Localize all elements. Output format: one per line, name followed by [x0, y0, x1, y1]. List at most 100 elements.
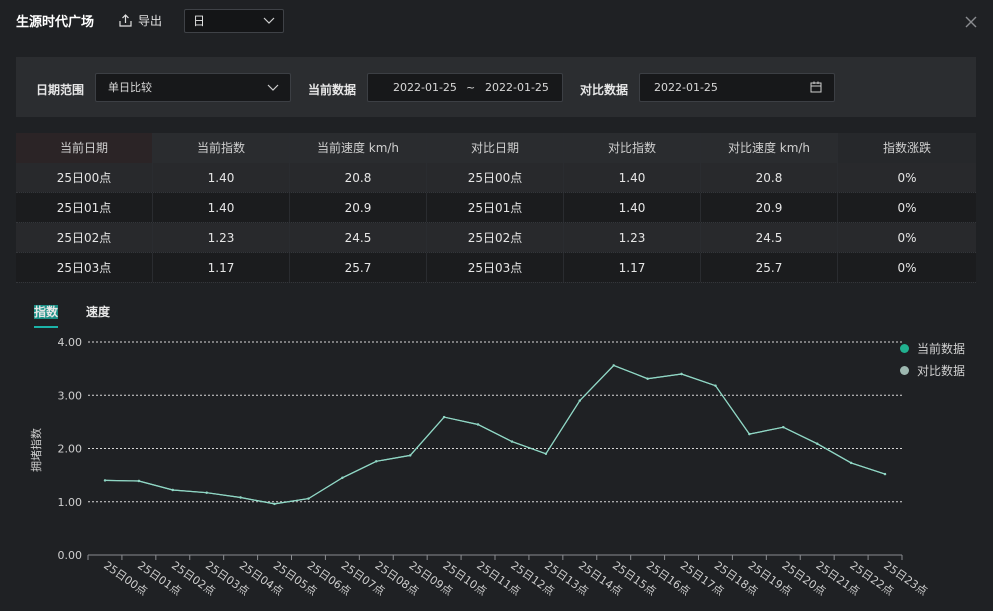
table-cell: 1.40: [564, 163, 701, 192]
tab-speed[interactable]: 速度: [86, 303, 110, 328]
table-cell: 24.5: [290, 223, 427, 252]
table-cell: 20.8: [701, 163, 838, 192]
y-tick-label: 2.00: [58, 443, 83, 456]
current-data-label: 当前数据: [308, 83, 357, 97]
column-header: 对比速度 km/h: [701, 133, 838, 163]
data-point: [239, 496, 242, 499]
data-point: [442, 415, 446, 419]
legend-item-current[interactable]: 当前数据: [899, 337, 965, 359]
tab-index[interactable]: 指数: [34, 303, 59, 328]
data-point: [171, 488, 174, 492]
compare-data-label: 对比数据: [580, 83, 629, 97]
series-line-current: [104, 364, 886, 505]
calendar-icon: [810, 81, 822, 93]
chart-tabs: 指数 速度: [34, 303, 138, 328]
data-point: [816, 442, 819, 445]
table-cell: 0%: [838, 223, 976, 252]
data-point: [409, 454, 412, 457]
data-point: [612, 364, 615, 367]
table-cell: 20.8: [290, 163, 427, 192]
table-row: 25日03点 1.17 25.7 25日03点 1.17 25.7 0%: [16, 253, 976, 283]
column-header: 当前速度 km/h: [290, 133, 427, 163]
table-cell: 1.23: [153, 223, 290, 252]
table-cell: 25.7: [290, 253, 427, 282]
congestion-line-chart: 0.001.002.003.004.0025日00点25日01点25日02点25…: [29, 336, 930, 598]
y-tick-label: 4.00: [58, 336, 83, 349]
data-point: [341, 476, 344, 479]
close-icon[interactable]: [965, 16, 977, 28]
data-point: [849, 461, 853, 465]
chevron-down-icon: [267, 84, 279, 91]
column-header: 对比指数: [564, 133, 701, 163]
granularity-select[interactable]: 日: [184, 9, 284, 33]
data-point: [375, 460, 378, 463]
table-cell: 25.7: [701, 253, 838, 282]
table-row: 25日01点 1.40 20.9 25日01点 1.40 20.9 0%: [16, 193, 976, 223]
legend-item-compare[interactable]: 对比数据: [899, 359, 965, 381]
export-icon: [119, 14, 132, 27]
data-point: [510, 440, 514, 443]
date-range-label: 日期范围: [36, 83, 85, 97]
current-date-range-picker[interactable]: 2022-01-25 ~ 2022-01-25: [367, 73, 563, 102]
table-cell: 0%: [838, 253, 976, 282]
compare-date-picker[interactable]: 2022-01-25: [639, 73, 835, 102]
table-cell: 1.40: [564, 193, 701, 222]
tab-speed-label: 速度: [86, 305, 111, 319]
table-cell: 25日01点: [16, 193, 153, 222]
table-cell: 20.9: [701, 193, 838, 222]
column-header: 对比日期: [427, 133, 564, 163]
table-cell: 25日03点: [427, 253, 564, 282]
column-header: 指数涨跌: [838, 133, 976, 163]
data-point: [714, 384, 717, 387]
table-cell: 25日03点: [16, 253, 153, 282]
export-label: 导出: [138, 14, 163, 28]
table-row: 25日02点 1.23 24.5 25日02点 1.23 24.5 0%: [16, 223, 976, 253]
data-point: [103, 479, 107, 482]
table-cell: 25日01点: [427, 193, 564, 222]
data-point: [476, 423, 480, 426]
tab-index-label: 指数: [34, 305, 59, 319]
data-point: [883, 472, 887, 476]
data-point: [680, 372, 683, 376]
compare-mode-value: 单日比较: [108, 81, 152, 94]
table-header-row: 当前日期 当前指数 当前速度 km/h 对比日期 对比指数 对比速度 km/h …: [16, 133, 976, 163]
y-tick-label: 0.00: [58, 549, 83, 562]
data-point: [578, 399, 581, 402]
data-point: [273, 502, 276, 506]
table-cell: 25日02点: [16, 223, 153, 252]
table-cell: 1.23: [564, 223, 701, 252]
granularity-value: 日: [193, 14, 206, 28]
table-cell: 1.40: [153, 163, 290, 192]
data-point: [646, 377, 649, 380]
data-point: [205, 491, 208, 494]
data-point: [307, 497, 310, 500]
y-axis-label: 拥堵指数: [29, 428, 43, 472]
table-row: 25日00点 1.40 20.8 25日00点 1.40 20.8 0%: [16, 163, 976, 193]
compare-date-value: 2022-01-25: [654, 81, 718, 94]
table-cell: 0%: [838, 193, 976, 222]
range-separator: ~: [466, 81, 476, 94]
current-start-date: 2022-01-25: [393, 81, 457, 94]
table-cell: 0%: [838, 163, 976, 192]
data-point: [748, 432, 751, 436]
table-cell: 25日00点: [427, 163, 564, 192]
page-title: 生源时代广场: [16, 15, 95, 30]
y-tick-label: 1.00: [58, 496, 83, 509]
column-header: 当前指数: [153, 133, 290, 163]
export-button[interactable]: 导出: [119, 12, 162, 29]
column-header: 当前日期: [16, 133, 153, 163]
current-end-date: 2022-01-25: [485, 81, 549, 94]
series-line-compare: [104, 364, 886, 505]
legend-label-current: 当前数据: [916, 341, 965, 356]
table-cell: 20.9: [290, 193, 427, 222]
y-tick-label: 3.00: [58, 389, 83, 402]
table-cell: 1.17: [153, 253, 290, 282]
compare-mode-select[interactable]: 单日比较: [95, 73, 291, 102]
filter-bar: 日期范围 单日比较 当前数据 2022-01-25 ~ 2022-01-25 对…: [16, 57, 976, 117]
comparison-table: 当前日期 当前指数 当前速度 km/h 对比日期 对比指数 对比速度 km/h …: [16, 133, 976, 283]
legend-dot-compare: [899, 365, 909, 375]
table-cell: 1.17: [564, 253, 701, 282]
chevron-down-icon: [263, 17, 275, 24]
modal-header: 生源时代广场 导出 日: [0, 0, 993, 44]
table-cell: 25日02点: [427, 223, 564, 252]
